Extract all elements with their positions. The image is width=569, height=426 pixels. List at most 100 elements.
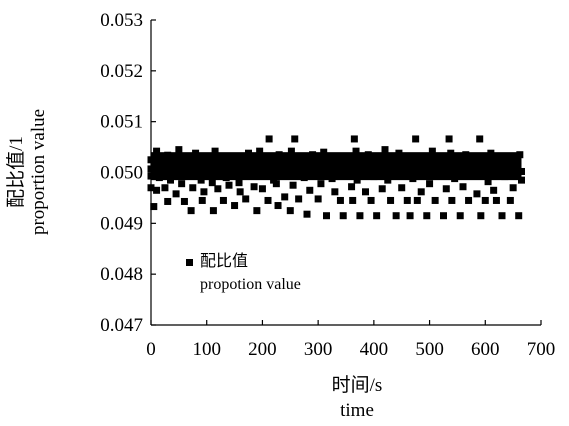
- data-point: [359, 162, 367, 170]
- data-point: [281, 193, 289, 201]
- data-point: [331, 188, 339, 196]
- data-point: [320, 148, 328, 156]
- data-point: [352, 147, 360, 155]
- data-point: [267, 154, 275, 162]
- legend-label-line-2: propotion value: [200, 276, 301, 293]
- data-point: [203, 153, 211, 161]
- data-point: [186, 171, 194, 179]
- data-point: [518, 176, 525, 184]
- data-point: [236, 188, 244, 196]
- x-tick-label: 400: [360, 339, 389, 360]
- x-tick-label: 100: [192, 339, 221, 360]
- data-point: [350, 135, 358, 143]
- data-point: [414, 152, 422, 160]
- y-tick-label: 0.052: [100, 61, 143, 82]
- y-axis-title-line-1: 配比值/1: [5, 136, 27, 208]
- data-point: [470, 154, 478, 162]
- y-tick-label: 0.053: [100, 10, 143, 31]
- data-point: [164, 151, 172, 159]
- data-point: [426, 180, 434, 188]
- data-point: [420, 166, 428, 174]
- x-tick-label: 300: [304, 339, 333, 360]
- data-point: [409, 175, 417, 183]
- data-point: [150, 203, 158, 211]
- x-tick-label: 0: [146, 339, 156, 360]
- data-point: [476, 135, 484, 143]
- legend: 配比值 propotion value: [186, 252, 301, 293]
- x-axis-title-line-1: 时间/s: [332, 374, 383, 396]
- data-point: [242, 195, 250, 203]
- data-point: [187, 207, 195, 215]
- data-point: [408, 156, 416, 164]
- data-point: [509, 184, 517, 192]
- data-point: [317, 180, 325, 188]
- tick-labels: 0 100 200 300 400 500 600 700 0.047 0.048 0.049 0.0…: [100, 10, 555, 360]
- data-point: [512, 164, 520, 172]
- data-point: [339, 212, 347, 220]
- data-point: [264, 196, 272, 204]
- data-point: [297, 153, 305, 161]
- data-point: [284, 171, 291, 179]
- data-point: [459, 183, 467, 191]
- data-point: [217, 167, 225, 175]
- data-point: [300, 174, 308, 182]
- data-point: [456, 212, 464, 220]
- data-point: [370, 173, 378, 181]
- data-point: [334, 152, 342, 160]
- data-point: [451, 175, 459, 183]
- data-point: [504, 156, 512, 164]
- data-point: [153, 147, 161, 155]
- data-point: [498, 212, 506, 220]
- data-point: [437, 156, 445, 164]
- data-point: [378, 185, 386, 193]
- y-axis-title-line-2: proportion value: [28, 109, 49, 235]
- data-point: [367, 196, 375, 204]
- data-point: [161, 184, 169, 192]
- data-point: [406, 212, 414, 220]
- data-point: [447, 149, 455, 157]
- data-point: [289, 181, 297, 189]
- data-point: [516, 151, 524, 159]
- data-point: [211, 147, 219, 155]
- data-point: [206, 164, 213, 172]
- y-tick-label: 0.050: [100, 163, 143, 184]
- data-point: [164, 197, 172, 205]
- data-point: [428, 147, 436, 155]
- data-point: [272, 180, 280, 188]
- data-point: [323, 212, 330, 220]
- data-point: [233, 152, 241, 160]
- data-point: [403, 196, 411, 204]
- data-point: [445, 135, 453, 143]
- data-point: [172, 190, 180, 198]
- data-point: [222, 174, 230, 182]
- data-point: [398, 184, 406, 192]
- data-point: [348, 183, 356, 191]
- y-tick-label: 0.048: [100, 264, 143, 285]
- data-point: [192, 149, 200, 157]
- data-point: [325, 161, 333, 169]
- data-point: [287, 147, 295, 155]
- data-point: [481, 196, 489, 204]
- data-point: [291, 135, 299, 143]
- x-tick-label: 700: [527, 339, 556, 360]
- data-point: [245, 149, 252, 157]
- data-point: [492, 196, 500, 204]
- data-point: [375, 154, 383, 162]
- data-point: [153, 186, 161, 194]
- data-point: [473, 190, 481, 198]
- data-point: [303, 210, 311, 218]
- data-point: [265, 135, 273, 143]
- data-point: [258, 185, 266, 193]
- data-point: [434, 171, 442, 179]
- data-point: [235, 179, 243, 187]
- data-point: [479, 166, 486, 174]
- data-point: [228, 159, 236, 167]
- data-point: [442, 185, 450, 193]
- data-point: [250, 183, 258, 191]
- data-point: [453, 162, 461, 170]
- data-point: [467, 171, 475, 179]
- plot-points: [147, 135, 525, 220]
- data-point: [261, 167, 269, 175]
- data-point: [214, 185, 222, 193]
